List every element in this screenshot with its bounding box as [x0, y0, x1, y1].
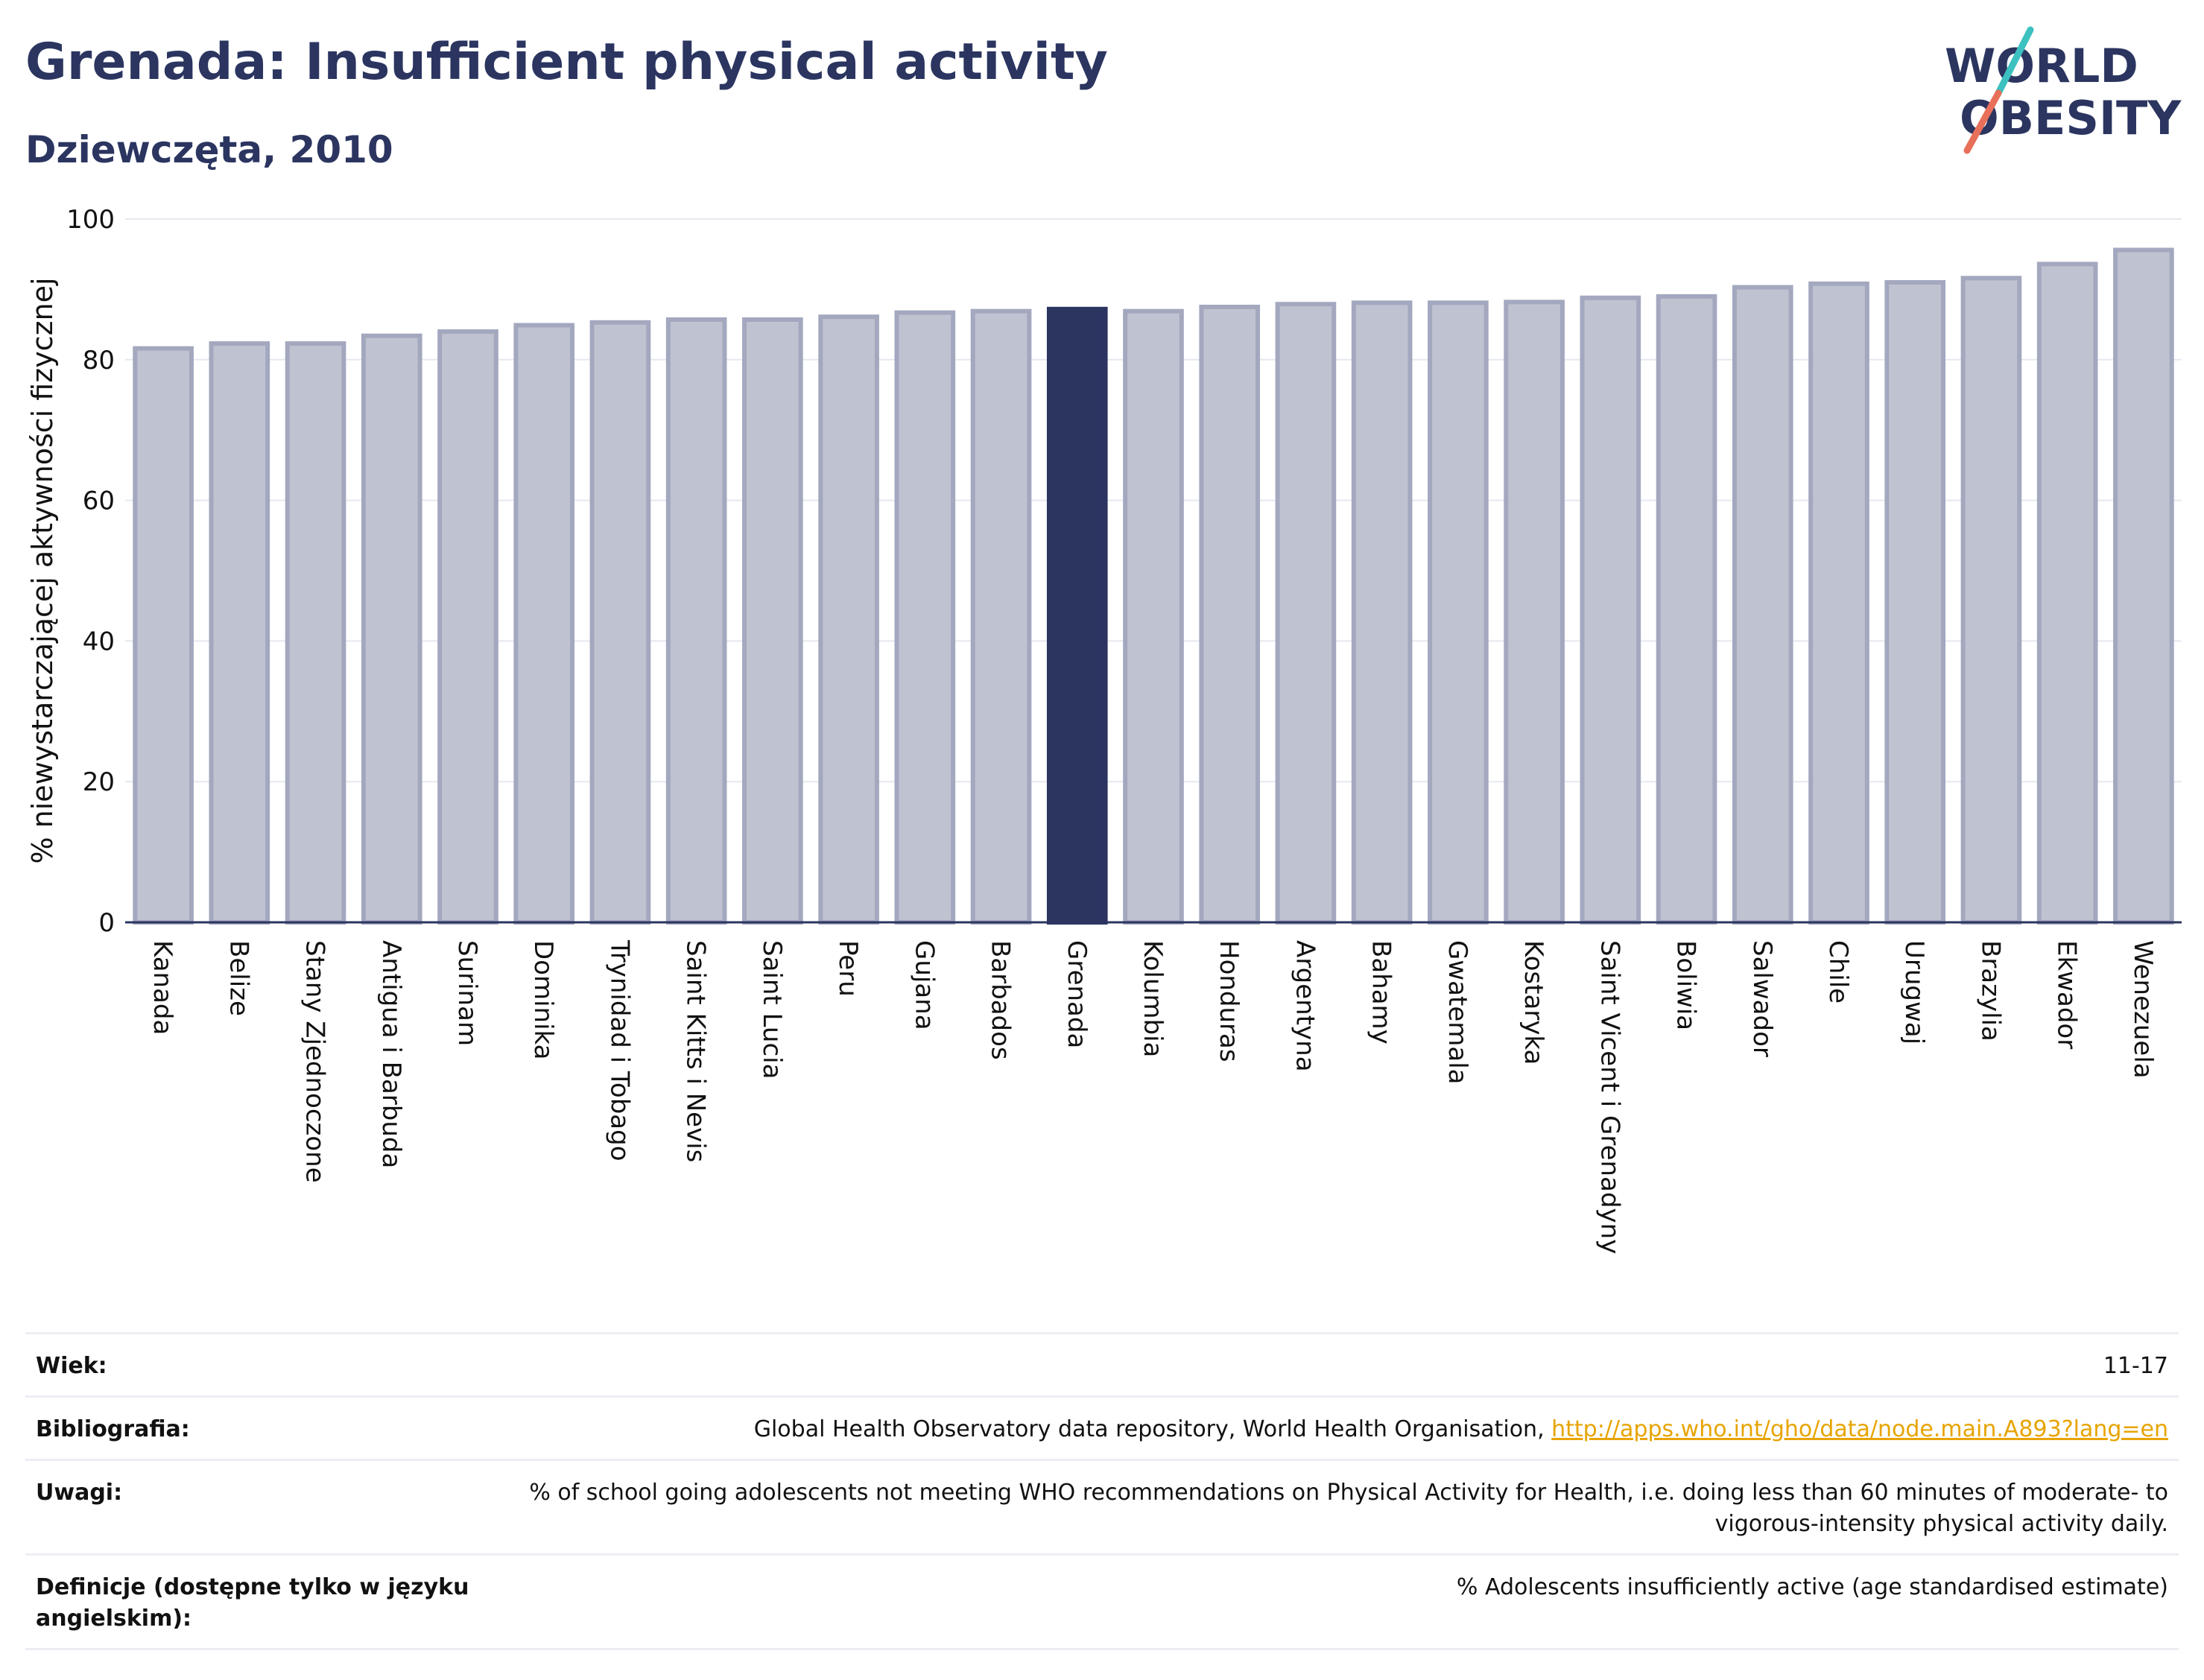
info-value: Global Health Observatory data repositor… — [753, 1416, 2168, 1442]
y-tick-label: 100 — [66, 205, 115, 235]
axis-labels: 0 20 40 60 80 100 Kanada Belize Stany Zjednoczon… — [26, 205, 2158, 1254]
bar-argentyna[interactable] — [1275, 302, 1337, 925]
bar-gwatemala[interactable] — [1428, 300, 1489, 925]
bar-ekwador[interactable] — [2036, 261, 2098, 925]
bar-boliwia[interactable] — [1656, 294, 1717, 925]
y-tick-label: 40 — [83, 627, 115, 656]
bar-urugwaj[interactable] — [1884, 279, 1946, 925]
bar-kostaryka[interactable] — [1504, 299, 1565, 925]
bar-saint-vicent-i-grenadyny[interactable] — [1580, 295, 1641, 925]
x-tick-label: Honduras — [1214, 940, 1244, 1062]
bar-antigua-i-barbuda[interactable] — [361, 333, 422, 925]
bar-chart: 0 20 40 60 80 100 Kanada Belize Stany Zjednoczon… — [26, 205, 2182, 1254]
bar-dominika[interactable] — [513, 323, 575, 925]
info-value: 11-17 — [2103, 1353, 2168, 1379]
info-value: % Adolescents insufficiently active (age… — [1456, 1574, 2168, 1600]
x-tick-label: Bahamy — [1367, 940, 1396, 1045]
info-label: Definicje (dostępne tylko w języku angie… — [36, 1574, 469, 1632]
x-tick-label: Kostaryka — [1519, 940, 1548, 1065]
bar-saint-lucia[interactable] — [742, 317, 803, 925]
x-tick-label: Peru — [833, 940, 863, 997]
chart-title: Grenada: Insufficient physical activity — [25, 33, 1108, 92]
bar-chile[interactable] — [1808, 281, 1869, 925]
y-tick-label: 60 — [83, 486, 115, 516]
source-link[interactable]: http://apps.who.int/gho/data/node.main.A… — [1551, 1416, 2168, 1442]
bars — [133, 247, 2174, 925]
y-tick-label: 20 — [83, 767, 115, 797]
x-tick-label: Saint Lucia — [757, 940, 787, 1079]
x-tick-label: Kanada — [148, 940, 177, 1035]
x-tick-label: Ekwador — [2052, 940, 2082, 1049]
x-tick-label: Saint Vicent i Grenadyny — [1595, 940, 1624, 1254]
bar-barbados[interactable] — [970, 308, 1032, 925]
bar-surinam[interactable] — [437, 329, 498, 925]
info-row: Uwagi: % of school going adolescents not … — [25, 1459, 2179, 1553]
x-tick-label: Urugwaj — [1899, 940, 1929, 1045]
x-tick-label: Dominika — [528, 940, 558, 1059]
info-label: Uwagi: — [36, 1480, 123, 1506]
x-tick-label: Stany Zjednoczone — [300, 940, 330, 1183]
logo-line1: WORLD — [1945, 39, 2138, 93]
bar-gujana[interactable] — [894, 310, 956, 925]
y-axis-label: % niewystarczającej aktywności fizycznej — [26, 277, 59, 863]
bar-brazylia[interactable] — [1960, 276, 2022, 925]
info-table: Wiek: 11-17 Bibliografia: Global Health Obs… — [25, 1332, 2179, 1650]
info-row: Bibliografia: Global Health Observatory d… — [25, 1395, 2179, 1459]
x-tick-label: Salwador — [1747, 940, 1777, 1057]
x-tick-label: Brazylia — [1975, 940, 2005, 1042]
x-tick-label: Saint Kitts i Nevis — [681, 940, 711, 1162]
world-obesity-logo: WORLD OBESITY — [1945, 26, 2182, 154]
x-tick-label: Wenezuela — [2128, 940, 2158, 1079]
x-tick-label: Gujana — [909, 940, 939, 1030]
info-value: % of school going adolescents not meetin… — [529, 1480, 2168, 1537]
logo-slash-teal — [1995, 26, 2034, 97]
info-label: Bibliografia: — [36, 1416, 190, 1442]
bar-grenada[interactable] — [1046, 306, 1108, 925]
logo-slash-coral — [1963, 89, 2002, 154]
chart-subtitle: Dziewczęta, 2010 — [25, 128, 393, 171]
bar-trynidad-i-tobago[interactable] — [589, 320, 651, 925]
x-tick-label: Grenada — [1062, 940, 1092, 1048]
info-row: Definicje (dostępne tylko w języku angie… — [25, 1553, 2179, 1650]
x-tick-label: Surinam — [452, 940, 482, 1046]
bar-salwador[interactable] — [1732, 285, 1793, 925]
bar-saint-kitts-i-nevis[interactable] — [665, 317, 727, 925]
bar-honduras[interactable] — [1199, 305, 1261, 925]
x-tick-label: Gwatemala — [1443, 940, 1472, 1084]
y-tick-label: 0 — [98, 908, 115, 938]
info-row: Wiek: 11-17 — [25, 1332, 2179, 1395]
x-tick-label: Chile — [1823, 940, 1853, 1004]
bar-wenezuela[interactable] — [2113, 247, 2174, 925]
bar-stany-zjednoczone[interactable] — [285, 341, 346, 925]
x-tick-label: Boliwia — [1671, 940, 1701, 1030]
bar-kolumbia[interactable] — [1123, 308, 1184, 925]
x-tick-label: Belize — [224, 940, 253, 1016]
x-tick-label: Trynidad i Tobago — [604, 939, 634, 1161]
y-tick-label: 80 — [83, 346, 115, 375]
x-tick-label: Argentyna — [1290, 940, 1320, 1072]
x-tick-label: Kolumbia — [1138, 940, 1168, 1057]
x-tick-label: Antigua i Barbuda — [376, 940, 406, 1168]
bar-kanada[interactable] — [133, 346, 194, 925]
bar-peru[interactable] — [818, 314, 879, 925]
bar-belize[interactable] — [209, 341, 270, 925]
x-tick-label: Barbados — [986, 940, 1016, 1060]
info-label: Wiek: — [36, 1353, 107, 1379]
bar-bahamy[interactable] — [1351, 300, 1413, 925]
